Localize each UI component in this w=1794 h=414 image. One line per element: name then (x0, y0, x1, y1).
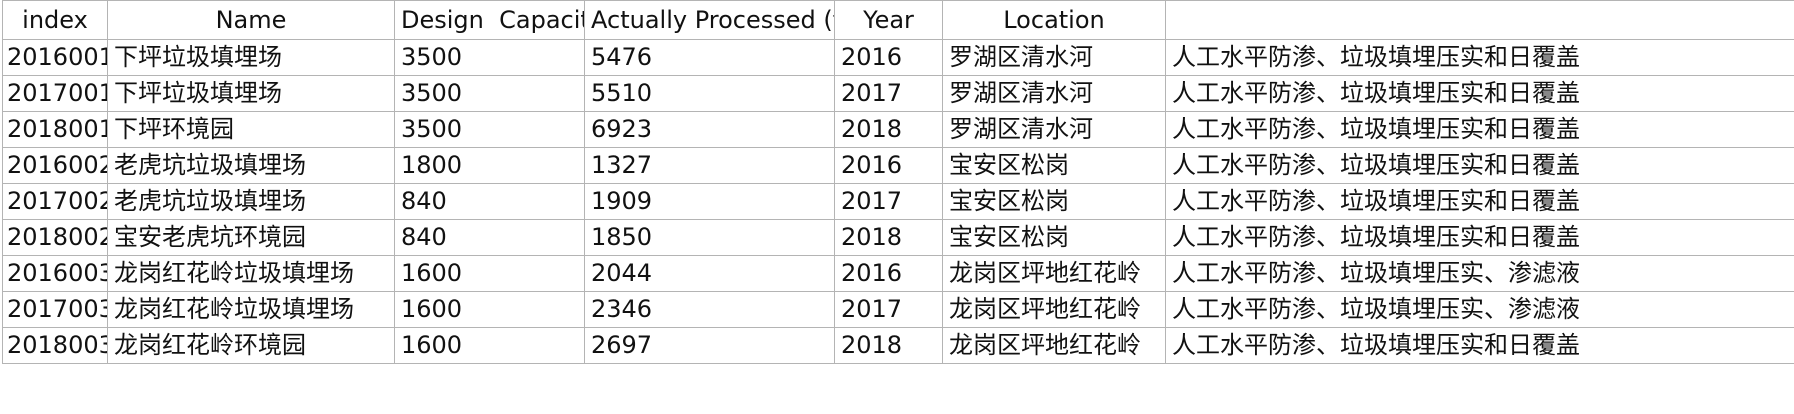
header-row: index Name Design Capacity Actually Proc… (2, 0, 1794, 40)
cell-process[interactable]: 人工水平防渗、垃圾填埋压实和日覆盖 (1165, 219, 1794, 256)
cell-name[interactable]: 龙岗红花岭垃圾填埋场 (107, 255, 395, 292)
header-cell-design-capacity[interactable]: Design Capacity (394, 0, 585, 40)
cell-index[interactable]: 2016001 (2, 39, 108, 76)
header-cell-year[interactable]: Year (834, 0, 943, 40)
cell-name[interactable]: 宝安老虎坑环境园 (107, 219, 395, 256)
cell-name[interactable]: 下坪垃圾填埋场 (107, 75, 395, 112)
cell-actually-processed[interactable]: 1909 (584, 183, 835, 220)
header-cell-process[interactable] (1165, 0, 1794, 40)
cell-name[interactable]: 老虎坑垃圾填埋场 (107, 147, 395, 184)
cell-actually-processed[interactable]: 6923 (584, 111, 835, 148)
cell-index[interactable]: 2017001 (2, 75, 108, 112)
header-cell-actually-processed[interactable]: Actually Processed (to (584, 0, 835, 40)
cell-name[interactable]: 老虎坑垃圾填埋场 (107, 183, 395, 220)
cell-index[interactable]: 2016002 (2, 147, 108, 184)
header-cell-name[interactable]: Name (107, 0, 395, 40)
cell-process[interactable]: 人工水平防渗、垃圾填埋压实和日覆盖 (1165, 39, 1794, 76)
table-row: 2017002 老虎坑垃圾填埋场 840 1909 2017 宝安区松岗 人工水… (2, 183, 1794, 220)
cell-design-capacity[interactable]: 3500 (394, 39, 585, 76)
cell-location[interactable]: 宝安区松岗 (942, 147, 1166, 184)
cell-design-capacity[interactable]: 3500 (394, 111, 585, 148)
table-row: 2017003 龙岗红花岭垃圾填埋场 1600 2346 2017 龙岗区坪地红… (2, 291, 1794, 328)
cell-design-capacity[interactable]: 3500 (394, 75, 585, 112)
cell-process[interactable]: 人工水平防渗、垃圾填埋压实、渗滤液 (1165, 255, 1794, 292)
cell-location[interactable]: 龙岗区坪地红花岭 (942, 327, 1166, 364)
cell-process[interactable]: 人工水平防渗、垃圾填埋压实、渗滤液 (1165, 291, 1794, 328)
cell-year[interactable]: 2017 (834, 291, 943, 328)
cell-location[interactable]: 龙岗区坪地红花岭 (942, 255, 1166, 292)
cell-actually-processed[interactable]: 2044 (584, 255, 835, 292)
cell-actually-processed[interactable]: 1850 (584, 219, 835, 256)
cell-year[interactable]: 2017 (834, 183, 943, 220)
cell-year[interactable]: 2016 (834, 147, 943, 184)
cell-actually-processed[interactable]: 5510 (584, 75, 835, 112)
cell-location[interactable]: 龙岗区坪地红花岭 (942, 291, 1166, 328)
cell-year[interactable]: 2018 (834, 111, 943, 148)
cell-name[interactable]: 龙岗红花岭垃圾填埋场 (107, 291, 395, 328)
cell-location[interactable]: 罗湖区清水河 (942, 111, 1166, 148)
cell-index[interactable]: 2018002 (2, 219, 108, 256)
table-row: 2018002 宝安老虎坑环境园 840 1850 2018 宝安区松岗 人工水… (2, 219, 1794, 256)
cell-index[interactable]: 2017003 (2, 291, 108, 328)
cell-process[interactable]: 人工水平防渗、垃圾填埋压实和日覆盖 (1165, 111, 1794, 148)
cell-design-capacity[interactable]: 840 (394, 183, 585, 220)
table-row: 2018001 下坪环境园 3500 6923 2018 罗湖区清水河 人工水平… (2, 111, 1794, 148)
cell-location[interactable]: 罗湖区清水河 (942, 75, 1166, 112)
cell-actually-processed[interactable]: 1327 (584, 147, 835, 184)
cell-process[interactable]: 人工水平防渗、垃圾填埋压实和日覆盖 (1165, 75, 1794, 112)
cell-location[interactable]: 罗湖区清水河 (942, 39, 1166, 76)
cell-year[interactable]: 2016 (834, 255, 943, 292)
cell-design-capacity[interactable]: 1600 (394, 327, 585, 364)
cell-actually-processed[interactable]: 2697 (584, 327, 835, 364)
cell-index[interactable]: 2018001 (2, 111, 108, 148)
header-cell-index[interactable]: index (2, 0, 108, 40)
cell-year[interactable]: 2016 (834, 39, 943, 76)
cell-process[interactable]: 人工水平防渗、垃圾填埋压实和日覆盖 (1165, 327, 1794, 364)
data-table: index Name Design Capacity Actually Proc… (2, 0, 1794, 364)
cell-process[interactable]: 人工水平防渗、垃圾填埋压实和日覆盖 (1165, 183, 1794, 220)
table-row: 2016003 龙岗红花岭垃圾填埋场 1600 2044 2016 龙岗区坪地红… (2, 255, 1794, 292)
cell-actually-processed[interactable]: 2346 (584, 291, 835, 328)
cell-index[interactable]: 2018003 (2, 327, 108, 364)
table-row: 2018003 龙岗红花岭环境园 1600 2697 2018 龙岗区坪地红花岭… (2, 327, 1794, 364)
cell-design-capacity[interactable]: 1600 (394, 291, 585, 328)
table-row: 2016002 老虎坑垃圾填埋场 1800 1327 2016 宝安区松岗 人工… (2, 147, 1794, 184)
cell-year[interactable]: 2018 (834, 219, 943, 256)
cell-index[interactable]: 2017002 (2, 183, 108, 220)
cell-index[interactable]: 2016003 (2, 255, 108, 292)
cell-location[interactable]: 宝安区松岗 (942, 183, 1166, 220)
header-cell-location[interactable]: Location (942, 0, 1166, 40)
table-row: 2017001 下坪垃圾填埋场 3500 5510 2017 罗湖区清水河 人工… (2, 75, 1794, 112)
cell-process[interactable]: 人工水平防渗、垃圾填埋压实和日覆盖 (1165, 147, 1794, 184)
cell-location[interactable]: 宝安区松岗 (942, 219, 1166, 256)
cell-actually-processed[interactable]: 5476 (584, 39, 835, 76)
table-row: 2016001 下坪垃圾填埋场 3500 5476 2016 罗湖区清水河 人工… (2, 39, 1794, 76)
cell-name[interactable]: 下坪环境园 (107, 111, 395, 148)
cell-design-capacity[interactable]: 840 (394, 219, 585, 256)
cell-year[interactable]: 2018 (834, 327, 943, 364)
cell-year[interactable]: 2017 (834, 75, 943, 112)
cell-name[interactable]: 下坪垃圾填埋场 (107, 39, 395, 76)
cell-design-capacity[interactable]: 1600 (394, 255, 585, 292)
cell-design-capacity[interactable]: 1800 (394, 147, 585, 184)
cell-name[interactable]: 龙岗红花岭环境园 (107, 327, 395, 364)
